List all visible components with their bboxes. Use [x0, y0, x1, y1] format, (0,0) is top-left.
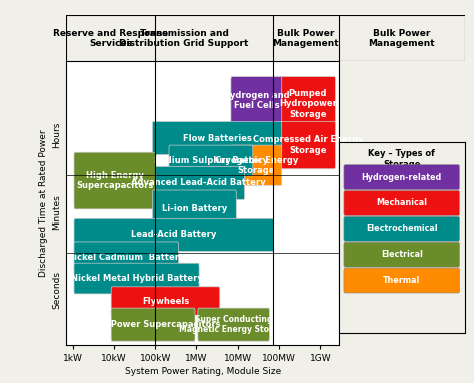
- Text: Flywheels: Flywheels: [142, 296, 189, 306]
- Text: Nickel Cadmium  Battery: Nickel Cadmium Battery: [67, 253, 185, 262]
- Text: Reserve and Response
Services: Reserve and Response Services: [53, 29, 168, 48]
- Text: Pumped
Hydropower
Storage: Pumped Hydropower Storage: [279, 89, 337, 119]
- Text: Compressed Air Energy
Storage: Compressed Air Energy Storage: [253, 136, 363, 155]
- Text: Mechanical: Mechanical: [376, 198, 427, 208]
- X-axis label: System Power Rating, Module Size: System Power Rating, Module Size: [125, 367, 281, 376]
- FancyBboxPatch shape: [74, 242, 179, 273]
- Text: Sodium Sulphur Battery: Sodium Sulphur Battery: [154, 156, 268, 165]
- Text: Advanced Lead-Acid Battery: Advanced Lead-Acid Battery: [131, 178, 266, 187]
- Text: Bulk Power
Management: Bulk Power Management: [273, 29, 339, 48]
- Text: Li-ion Battery: Li-ion Battery: [162, 205, 227, 213]
- FancyBboxPatch shape: [74, 218, 273, 251]
- Text: Nickel Metal Hybrid Battery: Nickel Metal Hybrid Battery: [71, 274, 202, 283]
- FancyBboxPatch shape: [111, 287, 220, 315]
- Text: Flow Batteries: Flow Batteries: [182, 134, 252, 142]
- Text: Cryogenic Energy
Storage: Cryogenic Energy Storage: [215, 155, 298, 175]
- FancyBboxPatch shape: [344, 191, 459, 215]
- Text: Bulk Power
Management: Bulk Power Management: [368, 29, 435, 48]
- Text: Super Conducting
Magnetic Energy Storage: Super Conducting Magnetic Energy Storage: [179, 315, 289, 334]
- FancyBboxPatch shape: [344, 268, 459, 293]
- Text: Thermal: Thermal: [383, 276, 420, 285]
- FancyBboxPatch shape: [169, 145, 253, 176]
- Text: High Power Supercapacitors: High Power Supercapacitors: [86, 320, 220, 329]
- Text: Electrical: Electrical: [381, 250, 423, 259]
- Text: High Energy
Supercapacitors: High Energy Supercapacitors: [76, 171, 154, 190]
- FancyBboxPatch shape: [344, 165, 459, 190]
- FancyBboxPatch shape: [231, 145, 282, 185]
- FancyBboxPatch shape: [74, 263, 199, 294]
- FancyBboxPatch shape: [231, 77, 282, 124]
- FancyBboxPatch shape: [281, 77, 336, 131]
- Text: Transmission and
Distribution Grid Support: Transmission and Distribution Grid Suppo…: [119, 29, 249, 48]
- Y-axis label: Discharged Time at Rated Power: Discharged Time at Rated Power: [39, 129, 48, 277]
- Text: Hydrogen-related: Hydrogen-related: [362, 173, 442, 182]
- FancyBboxPatch shape: [153, 190, 237, 228]
- FancyBboxPatch shape: [281, 121, 336, 169]
- FancyBboxPatch shape: [344, 242, 459, 267]
- FancyBboxPatch shape: [344, 216, 459, 241]
- FancyBboxPatch shape: [153, 166, 245, 200]
- FancyBboxPatch shape: [111, 308, 195, 341]
- Text: Hydrogen and
Fuel Cells: Hydrogen and Fuel Cells: [223, 90, 290, 110]
- Text: Electrochemical: Electrochemical: [366, 224, 438, 233]
- FancyBboxPatch shape: [74, 152, 156, 209]
- Text: Key – Types of
Storage: Key – Types of Storage: [368, 149, 435, 169]
- FancyBboxPatch shape: [153, 121, 282, 155]
- Text: Lead-Acid Battery: Lead-Acid Battery: [131, 231, 217, 239]
- FancyBboxPatch shape: [198, 308, 269, 341]
